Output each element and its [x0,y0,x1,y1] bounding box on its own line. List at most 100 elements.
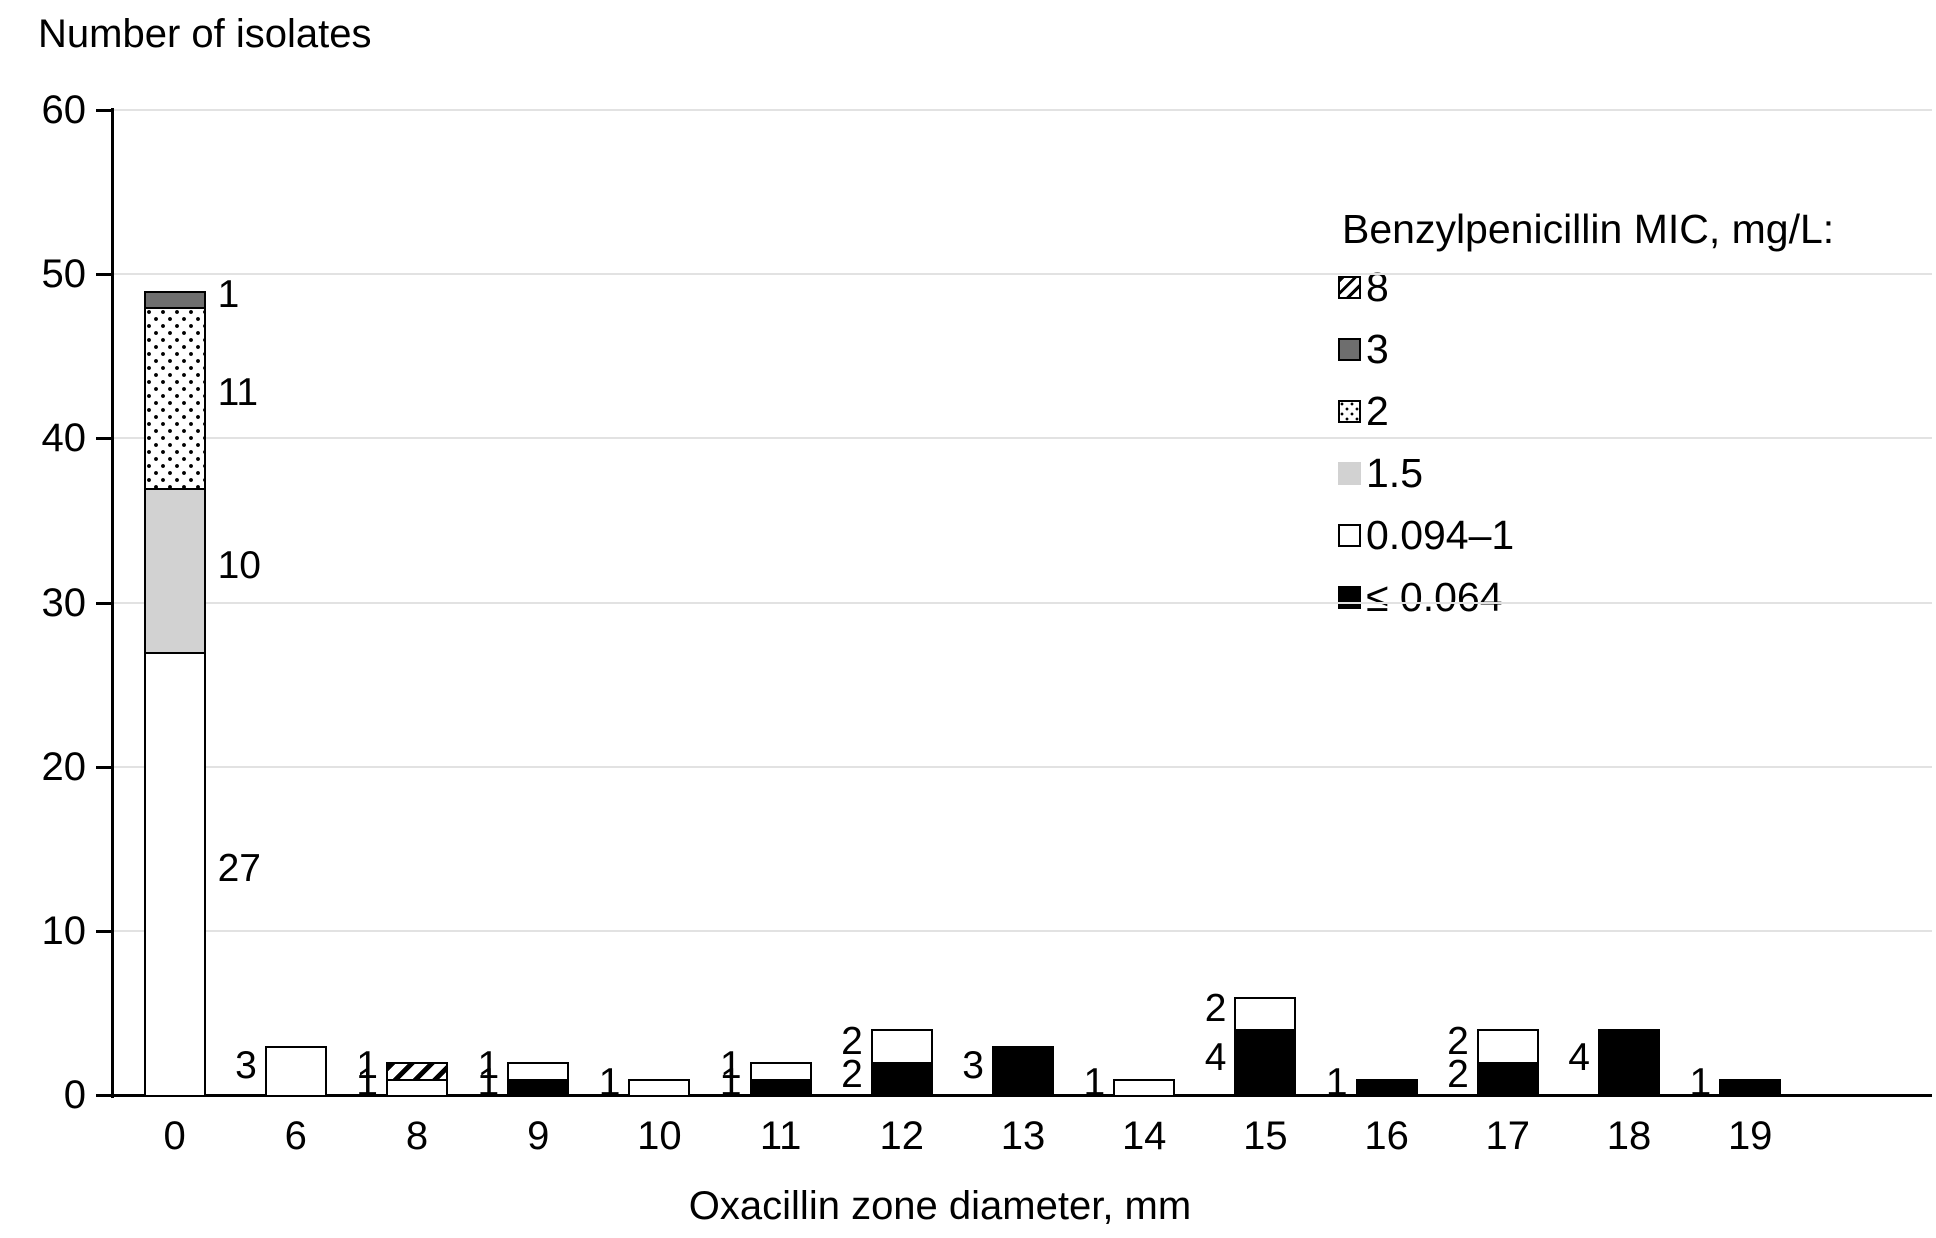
y-tick-label-30: 30 [41,580,87,625]
bar-segment [1234,996,1297,1032]
legend-label: 1.5 [1366,450,1423,496]
bar-segment [143,651,206,1097]
x-axis-title: Oxacillin zone diameter, mm [688,1184,1192,1228]
x-tick-label-8: 8 [405,1114,429,1158]
legend: Benzylpenicillin MIC, mg/L: 8 3 2 1.5 0.094–… [1336,202,1926,628]
legend-swatch [1338,399,1361,423]
bar-segment-label: 2 [841,1019,863,1063]
x-tick-label-14: 14 [1121,1114,1167,1158]
legend-item: 2 [1336,380,1926,442]
x-tick-label-11: 11 [759,1114,802,1158]
legend-label: 2 [1366,388,1389,434]
legend-swatch [1338,275,1361,299]
bar-segment [1598,1029,1660,1097]
y-tick-60 [96,109,114,112]
bar-segment-label: 2 [1447,1052,1469,1096]
bar-segment [992,1045,1054,1097]
x-tick-label-12: 12 [879,1114,925,1158]
bar-segment [870,1062,933,1097]
y-tick-40 [96,437,114,441]
bar-segment-label: 27 [217,847,261,891]
bar-segment [628,1078,691,1097]
x-tick-label-10: 10 [637,1114,682,1158]
bar-segment-label: 1 [217,272,240,316]
legend-item: 1.5 [1336,442,1926,504]
bar-segment-label: 2 [1204,986,1227,1030]
y-tick-label-0: 0 [63,1073,86,1117]
y-tick-0 [96,1094,114,1097]
legend-swatch [1338,337,1361,361]
x-tick-label-15: 15 [1243,1114,1288,1158]
y-tick-label-50: 50 [41,252,87,297]
bar-segment-label: 4 [1204,1036,1227,1080]
bar-segment [386,1062,448,1081]
legend-item: 3 [1336,318,1926,380]
bar-segment-label: 4 [1568,1036,1590,1080]
bar-segment [1234,1029,1297,1097]
y-tick-label-60: 60 [41,88,87,132]
x-tick-label-16: 16 [1364,1114,1409,1158]
bar-segment-label: 1 [1325,1060,1348,1104]
y-tick-30 [96,601,114,605]
bar-segment-label: 1 [356,1060,378,1104]
gridline-10 [114,929,1932,932]
bar-segment [1719,1078,1782,1097]
x-tick-label-13: 13 [1000,1114,1046,1158]
bar-segment-label: 1 [1083,1060,1106,1104]
bar-segment [1113,1078,1176,1097]
bar-segment [507,1062,570,1081]
bar-segment-label: 10 [217,543,261,587]
gridline-40 [114,437,1932,440]
y-axis-line [111,108,114,1098]
y-tick-label-20: 20 [41,744,87,789]
gridline-20 [114,765,1932,768]
bar-segment-label: 1 [1689,1060,1712,1104]
bar-segment [143,290,206,309]
bar-segment [1476,1029,1539,1065]
bar-segment-label: 1 [477,1044,500,1088]
bar-segment [143,307,206,490]
gridline-50 [114,273,1932,276]
x-tick-label-17: 17 [1485,1114,1531,1158]
bar-segment [870,1029,933,1065]
x-tick-label-18: 18 [1606,1114,1652,1158]
legend-item: 0.094–1 [1336,504,1926,566]
legend-label: 8 [1366,264,1389,310]
bar-segment-label: 1 [477,1060,500,1104]
x-tick-label-0: 0 [163,1114,186,1158]
legend-swatch [1338,585,1361,609]
bar-segment [1355,1078,1418,1097]
bar-segment-label: 2 [841,1052,863,1096]
bar-segment-label: 1 [356,1044,378,1088]
legend-swatch [1338,523,1361,547]
gridline-30 [114,601,1932,604]
bar-segment-label: 11 [217,371,259,415]
x-tick-label-19: 19 [1727,1114,1773,1158]
bar-segment [749,1062,812,1081]
x-tick-label-6: 6 [284,1114,307,1158]
y-tick-50 [96,273,114,277]
bar-segment-label: 1 [719,1044,742,1088]
bar-segment [264,1045,327,1097]
legend-label: 0.094–1 [1366,512,1515,558]
bar-segment-label: 3 [235,1044,257,1088]
bar-segment [143,487,206,654]
y-tick-label-10: 10 [41,908,87,953]
legend-label: 3 [1366,326,1389,372]
legend-item: 8 [1336,256,1926,318]
bar-segment-label: 1 [719,1060,742,1104]
legend-swatch [1338,461,1361,485]
y-tick-20 [96,765,114,769]
y-axis-title: Number of isolates [38,12,372,56]
bar-segment-label: 2 [1447,1019,1469,1063]
gridline-60 [114,109,1932,111]
y-tick-10 [96,929,114,933]
legend-label: ≤ 0.064 [1366,574,1503,620]
legend-item: ≤ 0.064 [1336,566,1926,628]
legend-title: Benzylpenicillin MIC, mg/L: [1342,206,1835,252]
bar-segment-label: 3 [962,1044,984,1088]
x-tick-label-9: 9 [527,1114,550,1158]
y-tick-label-40: 40 [41,416,87,461]
bar-segment-label: 1 [598,1060,621,1104]
